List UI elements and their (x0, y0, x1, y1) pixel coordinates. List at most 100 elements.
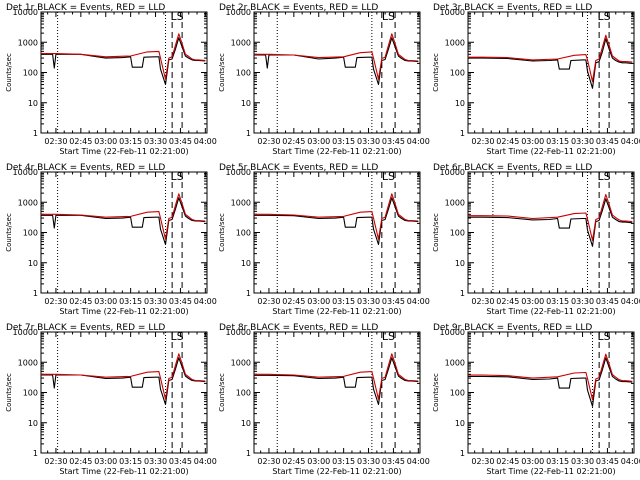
events-series-line (468, 198, 633, 247)
ls-label: LS (171, 10, 184, 23)
x-tick-label: 04:00 (407, 457, 430, 466)
x-tick-label: 02:45 (282, 457, 305, 466)
x-axis-label: Start Time (22-Feb-11 02:21:00) (486, 147, 615, 156)
y-tick-label: 10 (241, 99, 251, 108)
y-tick-label: 100 (450, 389, 465, 398)
y-tick-label: 10000 (13, 168, 38, 177)
y-tick-label: 10000 (13, 328, 38, 337)
lld-series-line (468, 193, 633, 241)
y-tick-label: 10000 (13, 8, 38, 17)
y-tick-label: 1 (33, 129, 38, 138)
x-tick-label: 03:30 (357, 457, 380, 466)
y-tick-label: 1000 (18, 198, 38, 207)
y-tick-label: 100 (23, 69, 38, 78)
x-axis-label: Start Time (22-Feb-11 02:21:00) (59, 467, 188, 476)
lld-series-line (41, 353, 206, 400)
x-tick-label: 03:30 (144, 137, 167, 146)
ls-label: LS (382, 330, 395, 343)
panel-title: Det 3r BLACK = Events, RED = LLD (433, 3, 592, 13)
panel-title: Det 6r BLACK = Events, RED = LLD (433, 163, 592, 173)
x-tick-label: 04:00 (407, 137, 430, 146)
x-tick-label: 02:45 (496, 457, 519, 466)
y-tick-label: 1000 (18, 38, 38, 47)
y-tick-label: 1 (460, 449, 465, 458)
y-tick-label: 10 (455, 99, 465, 108)
y-tick-label: 1000 (18, 358, 38, 367)
detector-panel: Det 4r BLACK = Events, RED = LLD 1 10 100 10… (5, 163, 217, 316)
detector-panel: Det 7r BLACK = Events, RED = LLD 1 10 100 10… (5, 323, 217, 476)
y-tick-label: 100 (23, 229, 38, 238)
x-tick-label: 04:00 (621, 457, 640, 466)
ls-label: LS (382, 170, 395, 183)
y-tick-label: 1 (246, 289, 251, 298)
x-tick-label: 02:30 (471, 137, 494, 146)
y-tick-label: 10000 (440, 8, 465, 17)
y-tick-label: 10000 (440, 328, 465, 337)
y-tick-label: 1000 (231, 358, 251, 367)
y-tick-label: 1000 (445, 198, 465, 207)
x-tick-label: 02:30 (44, 297, 67, 306)
y-axis-label: Counts/sec (218, 53, 226, 92)
ls-label: LS (382, 10, 395, 23)
x-tick-label: 03:00 (307, 137, 330, 146)
detector-panel: Det 1r BLACK = Events, RED = LLD 1 10 100 10… (5, 3, 217, 156)
x-tick-label: 03:30 (357, 137, 380, 146)
y-tick-label: 100 (236, 69, 251, 78)
y-tick-label: 10000 (226, 168, 251, 177)
x-tick-label: 03:45 (169, 297, 192, 306)
x-tick-label: 03:30 (144, 297, 167, 306)
detector-panel: Det 5r BLACK = Events, RED = LLD 1 10 100 10… (218, 163, 430, 316)
x-tick-label: 02:45 (496, 297, 519, 306)
x-tick-label: 03:15 (546, 457, 569, 466)
x-tick-label: 02:45 (282, 137, 305, 146)
ls-label: LS (598, 330, 611, 343)
y-axis-label: Counts/sec (5, 373, 13, 412)
y-tick-label: 1 (33, 449, 38, 458)
x-tick-label: 02:30 (257, 297, 280, 306)
y-tick-label: 1 (460, 129, 465, 138)
panel-title: Det 7r BLACK = Events, RED = LLD (6, 323, 165, 333)
lld-series-line (41, 33, 206, 80)
panel-title: Det 9r BLACK = Events, RED = LLD (433, 323, 592, 333)
x-tick-label: 03:30 (571, 457, 594, 466)
x-tick-label: 03:45 (382, 457, 405, 466)
y-tick-label: 10 (241, 259, 251, 268)
ls-label: LS (171, 330, 184, 343)
panel-title: Det 8r BLACK = Events, RED = LLD (219, 323, 378, 333)
x-axis-label: Start Time (22-Feb-11 02:21:00) (59, 147, 188, 156)
x-tick-label: 02:45 (69, 457, 92, 466)
y-tick-label: 100 (450, 229, 465, 238)
y-tick-label: 1 (246, 449, 251, 458)
y-tick-label: 10 (455, 419, 465, 428)
y-tick-label: 100 (236, 229, 251, 238)
x-tick-label: 03:00 (94, 137, 117, 146)
y-tick-label: 10000 (226, 328, 251, 337)
lld-series-line (468, 353, 633, 401)
x-tick-label: 03:45 (382, 137, 405, 146)
events-series-line (468, 357, 633, 407)
x-tick-label: 02:30 (257, 457, 280, 466)
y-tick-label: 10 (28, 259, 38, 268)
x-axis-label: Start Time (22-Feb-11 02:21:00) (486, 307, 615, 316)
x-tick-label: 03:30 (571, 137, 594, 146)
y-tick-label: 10000 (226, 8, 251, 17)
x-tick-label: 03:45 (596, 137, 619, 146)
x-tick-label: 03:15 (332, 297, 355, 306)
ls-label: LS (598, 170, 611, 183)
x-tick-label: 03:00 (307, 297, 330, 306)
x-tick-label: 04:00 (407, 297, 430, 306)
x-tick-label: 03:15 (546, 137, 569, 146)
x-tick-label: 03:30 (144, 457, 167, 466)
x-tick-label: 02:30 (257, 137, 280, 146)
events-series-line (468, 38, 633, 89)
x-tick-label: 02:30 (44, 457, 67, 466)
ls-label: LS (171, 170, 184, 183)
y-tick-label: 10 (241, 419, 251, 428)
events-series-line (254, 357, 419, 406)
x-tick-label: 03:00 (94, 457, 117, 466)
x-axis-label: Start Time (22-Feb-11 02:21:00) (272, 467, 401, 476)
x-tick-label: 03:15 (119, 457, 142, 466)
detector-panel: Det 9r BLACK = Events, RED = LLD 1 10 100 10… (432, 323, 640, 476)
lld-series-line (254, 193, 419, 240)
